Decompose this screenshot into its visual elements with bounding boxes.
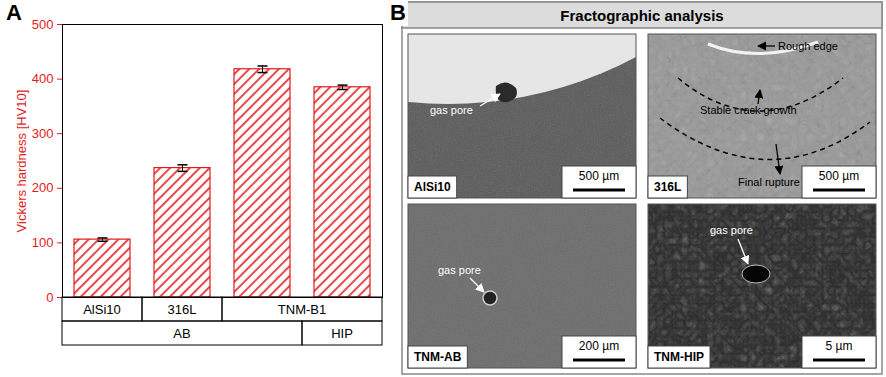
svg-text:5 µm: 5 µm: [826, 339, 853, 353]
svg-text:Rough edge: Rough edge: [778, 40, 838, 52]
svg-text:316L: 316L: [654, 180, 681, 194]
svg-text:TNM-AB: TNM-AB: [414, 350, 462, 364]
svg-text:300: 300: [32, 126, 54, 141]
html-text:B: B: [390, 0, 406, 25]
svg-text:Vickers hardness [HV10]: Vickers hardness [HV10]: [14, 90, 29, 233]
svg-text:AB: AB: [173, 326, 190, 341]
svg-text:100: 100: [32, 235, 54, 250]
html-text:A: A: [6, 0, 22, 25]
svg-text:200: 200: [32, 180, 54, 195]
svg-text:200 µm: 200 µm: [579, 339, 619, 353]
svg-text:Fractographic analysis: Fractographic analysis: [560, 7, 723, 24]
svg-text:TNM-B1: TNM-B1: [278, 302, 326, 317]
svg-text:500 µm: 500 µm: [819, 169, 859, 183]
svg-text:TNM-HIP: TNM-HIP: [654, 350, 704, 364]
svg-text:HIP: HIP: [331, 326, 353, 341]
svg-text:gas pore: gas pore: [438, 264, 481, 276]
svg-text:500: 500: [32, 17, 54, 32]
svg-text:316L: 316L: [168, 302, 197, 317]
svg-text:Final rupture: Final rupture: [738, 176, 800, 188]
svg-text:AlSi10: AlSi10: [414, 180, 451, 194]
svg-text:Stable crack growth: Stable crack growth: [700, 104, 797, 116]
svg-text:400: 400: [32, 71, 54, 86]
svg-text:AlSi10: AlSi10: [83, 302, 121, 317]
svg-text:500 µm: 500 µm: [579, 169, 619, 183]
svg-text:0: 0: [46, 290, 53, 305]
svg-text:gas pore: gas pore: [430, 104, 473, 116]
svg-text:gas pore: gas pore: [710, 224, 753, 236]
